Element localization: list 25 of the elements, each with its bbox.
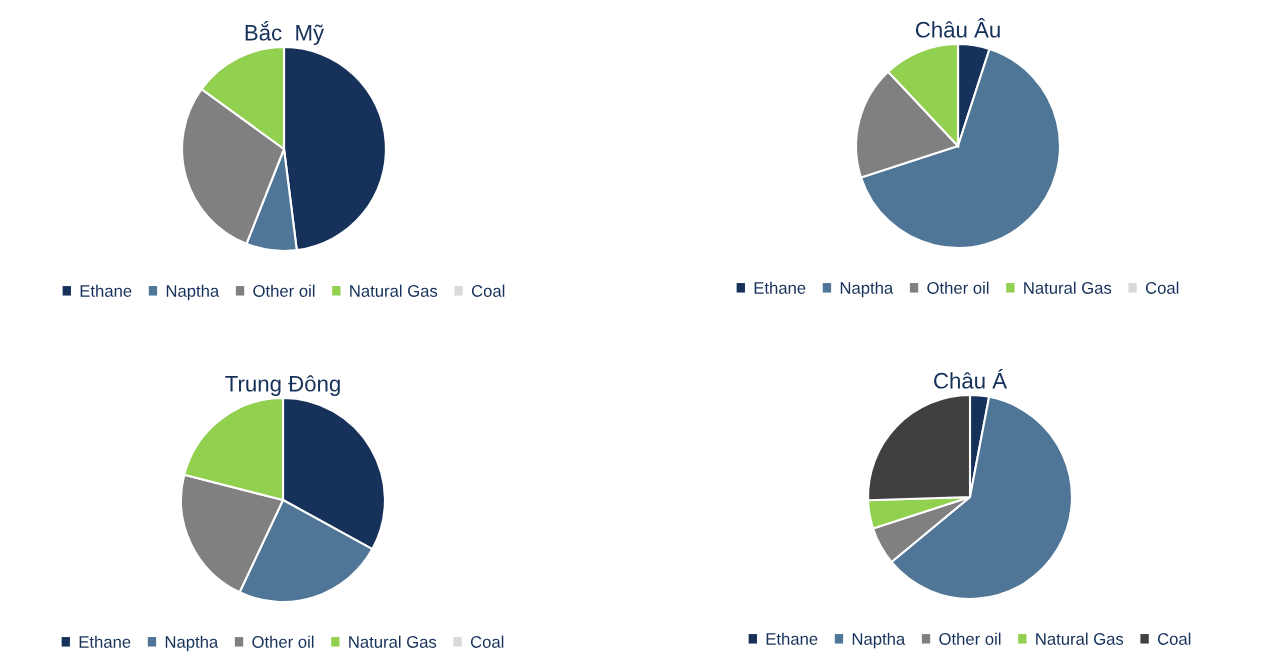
- legend-label: Naptha: [852, 632, 906, 649]
- legend-label: Coal: [1157, 632, 1191, 645]
- legend-label: Ethane: [80, 284, 132, 297]
- legend-label: Natural Gas: [349, 635, 437, 648]
- legend-label: Coal: [470, 635, 504, 648]
- legend-label: Other oil: [939, 632, 1001, 645]
- legend-label: Natural Gas: [1024, 281, 1112, 294]
- legend-label: Naptha: [165, 635, 219, 652]
- chart-title: Bắc Mỹ: [245, 21, 325, 45]
- legend-label: Coal: [1145, 281, 1179, 294]
- legend-label: Ethane: [754, 281, 806, 294]
- legend-label: Naptha: [840, 281, 894, 298]
- legend-label: Other oil: [253, 284, 315, 297]
- legend-label: Coal: [471, 284, 505, 297]
- legend-label: Ethane: [766, 632, 818, 645]
- legend-label: Other oil: [252, 635, 314, 648]
- legend-label: Natural Gas: [350, 284, 438, 297]
- pie-slice: [859, 47, 1061, 249]
- legend-label: Natural Gas: [1036, 632, 1124, 645]
- chart-title: Châu Âu: [915, 17, 1000, 38]
- legend-label: Other oil: [927, 281, 989, 294]
- chart-title: Trung Đông: [225, 375, 340, 396]
- chart-title: Châu Á: [934, 369, 1008, 389]
- legend-label: Ethane: [79, 635, 131, 648]
- legend-label: Naptha: [166, 284, 220, 301]
